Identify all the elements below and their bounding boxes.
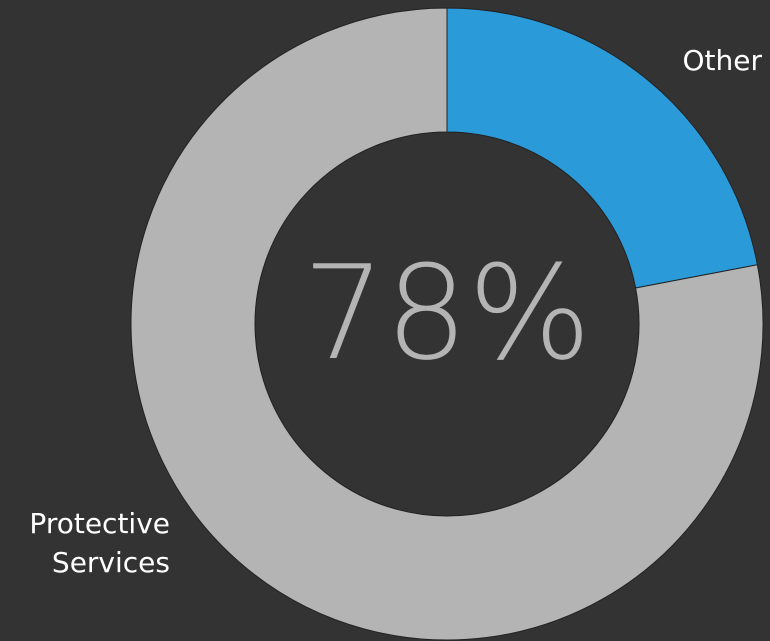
slice-label-protective-line1: Protective bbox=[29, 507, 170, 540]
slice-label-other: Other bbox=[682, 44, 762, 77]
center-percentage-label: 78% bbox=[303, 237, 592, 389]
slice-other bbox=[446, 7, 758, 289]
donut-slices bbox=[130, 7, 764, 641]
slice-protective-services bbox=[130, 7, 764, 641]
slice-label-protective-line2: Services bbox=[52, 546, 170, 579]
